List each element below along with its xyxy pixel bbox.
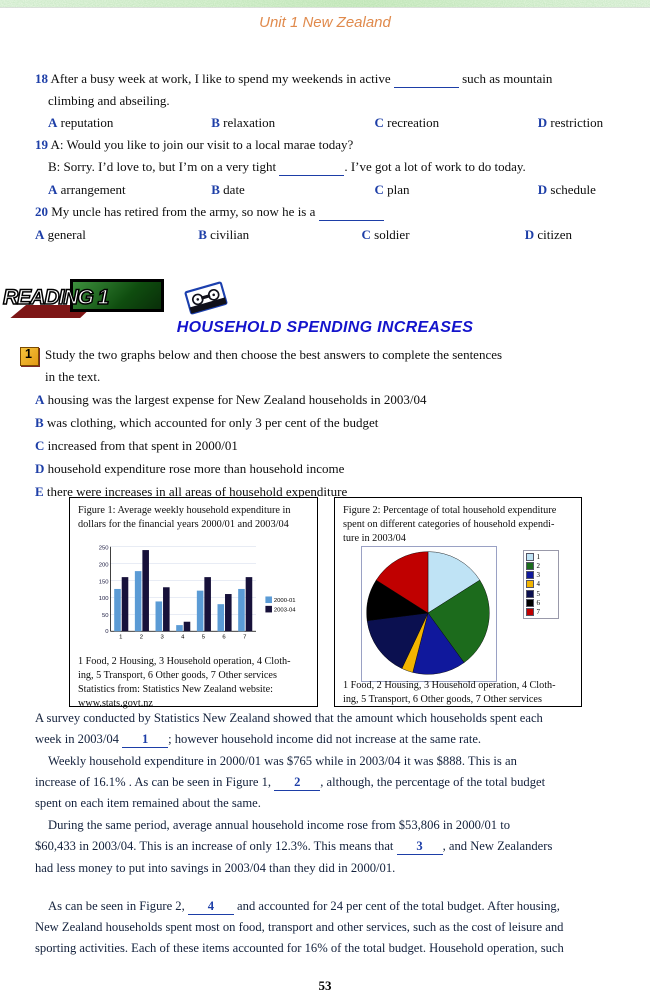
svg-text:5: 5 xyxy=(202,635,206,641)
svg-text:2003-04: 2003-04 xyxy=(274,607,296,613)
svg-text:7: 7 xyxy=(243,635,246,641)
svg-text:250: 250 xyxy=(99,546,110,552)
svg-text:150: 150 xyxy=(99,579,110,585)
svg-text:4: 4 xyxy=(181,635,185,641)
svg-text:3: 3 xyxy=(160,635,164,641)
svg-text:1: 1 xyxy=(119,635,122,641)
svg-text:100: 100 xyxy=(99,596,110,602)
svg-text:200: 200 xyxy=(99,562,110,568)
svg-text:0: 0 xyxy=(105,629,109,635)
svg-text:2000-01: 2000-01 xyxy=(274,598,296,604)
svg-text:6: 6 xyxy=(222,635,226,641)
svg-text:50: 50 xyxy=(102,613,109,619)
svg-text:2: 2 xyxy=(140,635,143,641)
